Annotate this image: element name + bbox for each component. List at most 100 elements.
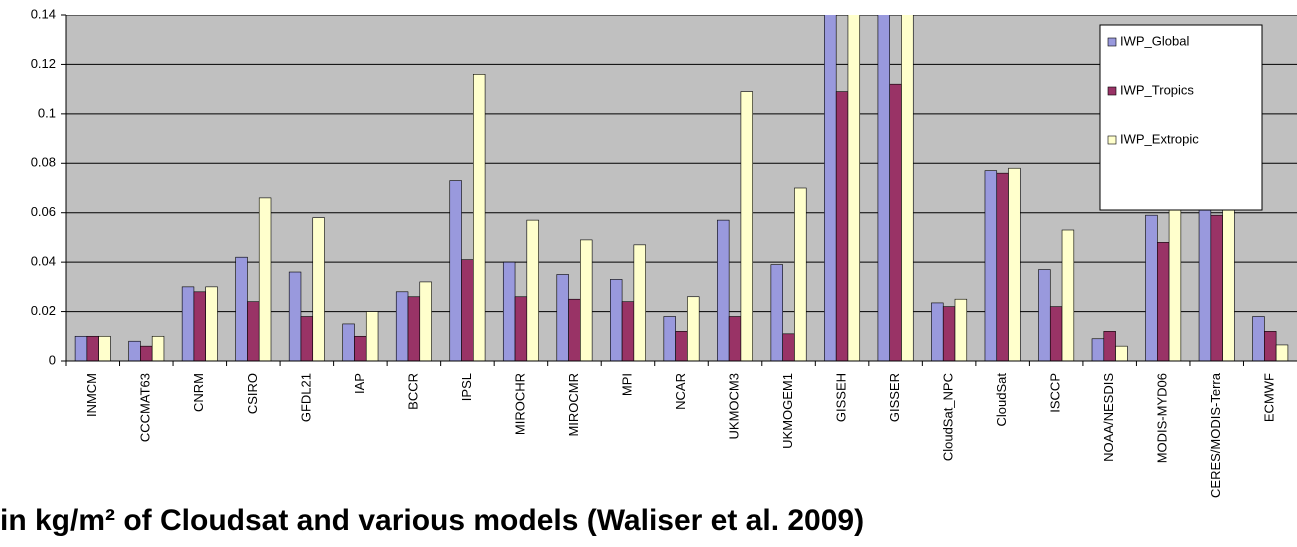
bar [687, 296, 700, 361]
x-tick-label: MIROCHR [512, 373, 527, 435]
x-tick-label: NCAR [673, 373, 688, 410]
bar [1157, 242, 1170, 361]
bar [1049, 306, 1063, 361]
bar [1252, 316, 1265, 361]
bar [395, 291, 409, 361]
x-tick-label: CSIRO [245, 373, 260, 414]
bar [74, 335, 88, 361]
bar [514, 296, 528, 361]
chart-title: in kg/m² of Cloudsat and various models … [0, 504, 864, 537]
legend-label: IWP_Global [1120, 33, 1189, 48]
x-tick-label: IPSL [459, 373, 474, 401]
bar [931, 302, 944, 361]
bar [258, 197, 272, 361]
y-tick-label: 0.02 [31, 303, 56, 318]
x-tick-label: CloudSat_NPC [941, 373, 956, 461]
bar [954, 298, 968, 361]
bar [1275, 344, 1289, 361]
x-tick-label: MODIS-MYD06 [1155, 373, 1170, 463]
x-tick-label: GISSER [887, 373, 902, 422]
legend-box [1099, 24, 1263, 211]
bar [1061, 229, 1075, 361]
bar [354, 335, 367, 361]
x-tick-label: CNRM [191, 373, 206, 412]
bar [996, 172, 1009, 361]
bar [984, 170, 998, 361]
bar [901, 15, 914, 361]
bar [128, 340, 141, 361]
bar [205, 286, 218, 361]
y-tick-label: 0.08 [31, 155, 56, 170]
bar [288, 271, 302, 361]
bar [770, 264, 783, 361]
bar [675, 331, 688, 361]
x-tick-label: INMCM [84, 373, 99, 417]
bar [1210, 214, 1223, 361]
bar [247, 301, 260, 361]
bar [663, 316, 676, 361]
bar [365, 311, 379, 361]
bar [610, 279, 623, 361]
y-tick-label: 0.04 [31, 254, 56, 269]
x-tick-label: MPI [619, 373, 634, 396]
bar [342, 323, 355, 361]
bar [502, 261, 516, 361]
x-tick-label: UKMOCM3 [726, 373, 741, 439]
bar [1264, 331, 1277, 361]
legend-label: IWP_Tropics [1120, 82, 1194, 97]
bar [1008, 167, 1021, 361]
y-tick-label: 0.12 [31, 56, 56, 71]
bar [1038, 269, 1051, 361]
x-tick-label: NOAA/NESDIS [1101, 373, 1116, 462]
bar [740, 91, 753, 361]
bar [728, 316, 742, 361]
bar [556, 274, 569, 361]
bar [1091, 338, 1105, 361]
bar [847, 15, 861, 361]
bar [794, 187, 807, 361]
legend-label: IWP_Extropic [1120, 131, 1199, 146]
bar [473, 74, 486, 361]
x-tick-label: CCCMAT63 [138, 373, 153, 442]
legend-marker [1107, 37, 1117, 47]
bar [181, 286, 195, 361]
plot-area [66, 15, 1297, 361]
y-tick-label: 0 [49, 352, 56, 367]
bar [621, 301, 635, 361]
bar [419, 281, 432, 361]
x-tick-label: CERES/MODIS-Terra [1208, 372, 1223, 498]
bar [782, 333, 795, 361]
bar [312, 217, 325, 361]
bar [1145, 214, 1158, 361]
bar [407, 296, 421, 361]
x-tick-label: IAP [352, 373, 367, 394]
legend-marker [1107, 86, 1117, 96]
x-tick-label: BCCR [405, 373, 420, 410]
bar [835, 91, 849, 361]
bar [98, 335, 111, 361]
y-tick-label: 0.1 [38, 105, 56, 120]
bar [235, 256, 248, 361]
x-tick-label: GISSEH [834, 373, 849, 422]
legend-marker [1107, 135, 1117, 145]
bar [300, 316, 314, 361]
bar [824, 15, 837, 361]
x-tick-label: MIROCMR [566, 373, 581, 437]
bar [193, 291, 206, 361]
bar [889, 83, 902, 361]
bar [461, 259, 474, 361]
x-tick-label: ECMWF [1262, 373, 1277, 422]
bar [1103, 331, 1116, 361]
bar [151, 335, 165, 361]
bar [568, 298, 581, 361]
x-tick-label: UKMOGEM1 [780, 373, 795, 449]
bar [140, 345, 153, 361]
bar [633, 244, 646, 361]
bar [1198, 197, 1212, 361]
x-tick-label: ISCCP [1048, 373, 1063, 413]
bar [86, 335, 99, 361]
x-tick-label: CloudSat [994, 373, 1009, 427]
bar [877, 15, 890, 361]
bar [580, 239, 593, 361]
